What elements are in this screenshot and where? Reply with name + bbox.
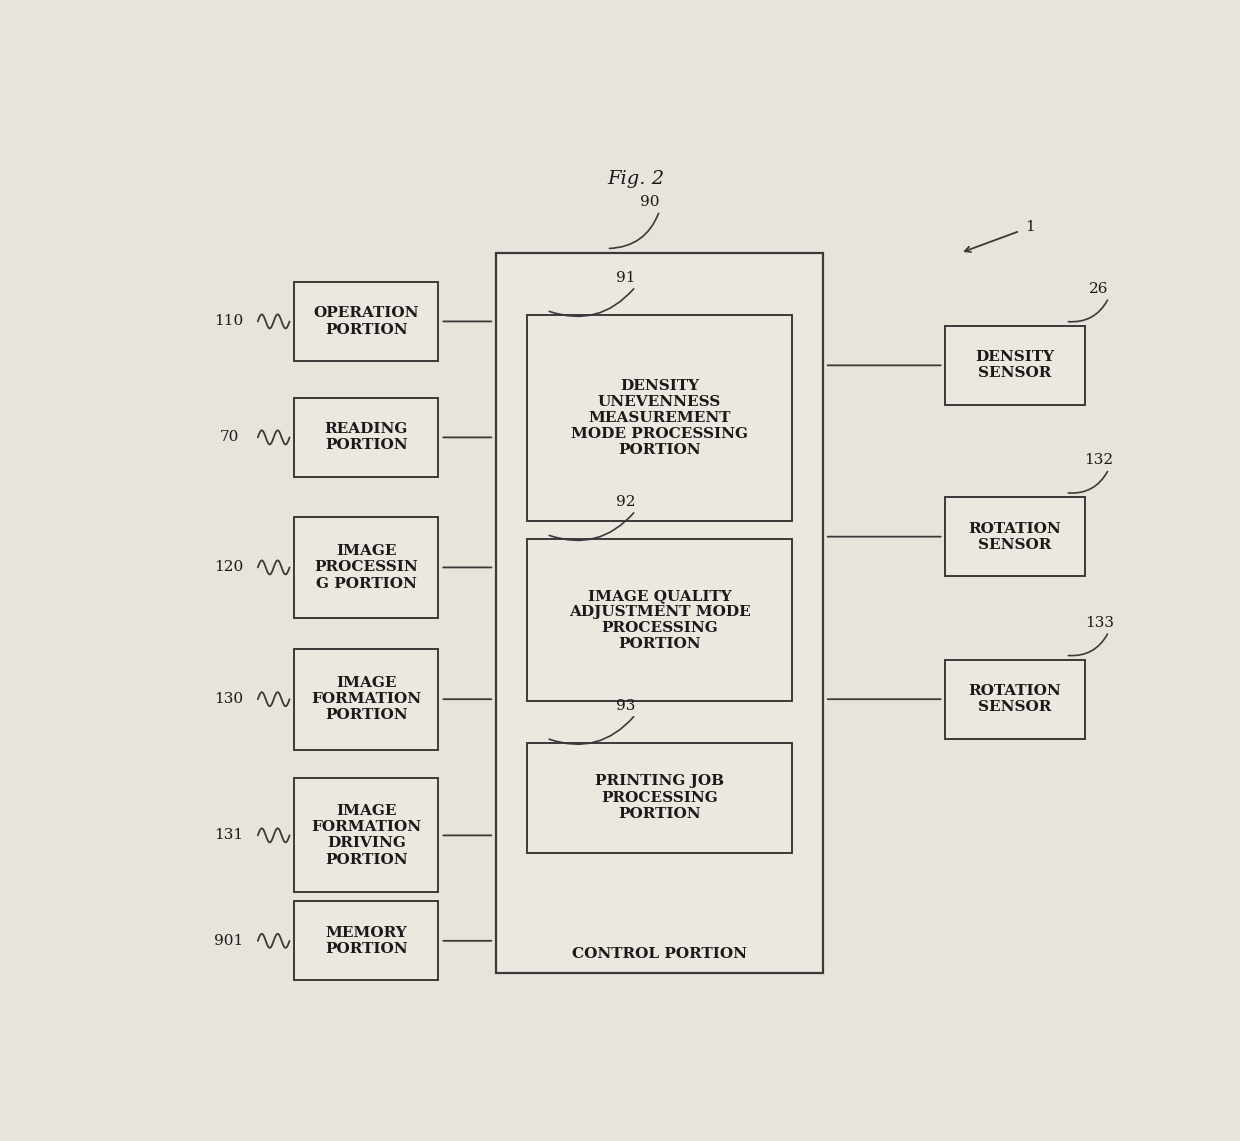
Text: 91: 91	[616, 270, 636, 285]
Text: DENSITY
UNEVENNESS
MEASUREMENT
MODE PROCESSING
PORTION: DENSITY UNEVENNESS MEASUREMENT MODE PROC…	[572, 379, 748, 458]
Bar	[294, 778, 439, 892]
Text: 110: 110	[215, 315, 243, 329]
Text: OPERATION
PORTION: OPERATION PORTION	[314, 306, 419, 337]
Text: 120: 120	[215, 560, 243, 574]
Bar	[294, 398, 439, 477]
Text: IMAGE
FORMATION
DRIVING
PORTION: IMAGE FORMATION DRIVING PORTION	[311, 804, 422, 867]
Text: IMAGE QUALITY
ADJUSTMENT MODE
PROCESSING
PORTION: IMAGE QUALITY ADJUSTMENT MODE PROCESSING…	[569, 589, 750, 652]
Text: ROTATION
SENSOR: ROTATION SENSOR	[968, 685, 1061, 714]
Bar	[527, 315, 791, 521]
Text: DENSITY
SENSOR: DENSITY SENSOR	[976, 350, 1055, 380]
Text: Fig. 2: Fig. 2	[606, 170, 665, 188]
Bar	[527, 743, 791, 852]
Text: 26: 26	[1090, 282, 1109, 296]
Text: 70: 70	[219, 430, 238, 444]
Text: PRINTING JOB
PROCESSING
PORTION: PRINTING JOB PROCESSING PORTION	[595, 775, 724, 820]
Text: 130: 130	[215, 693, 243, 706]
Text: 92: 92	[616, 495, 636, 509]
Text: 1: 1	[1024, 219, 1034, 234]
Text: 133: 133	[1085, 616, 1114, 630]
Text: ROTATION
SENSOR: ROTATION SENSOR	[968, 521, 1061, 552]
Bar	[294, 649, 439, 750]
Text: 90: 90	[640, 195, 660, 209]
Text: 93: 93	[616, 698, 636, 713]
Bar	[945, 659, 1085, 738]
Text: IMAGE
PROCESSIN
G PORTION: IMAGE PROCESSIN G PORTION	[315, 544, 418, 591]
Text: READING
PORTION: READING PORTION	[325, 422, 408, 453]
Bar	[294, 517, 439, 618]
Text: 131: 131	[215, 828, 243, 842]
Bar	[945, 497, 1085, 576]
Text: CONTROL PORTION: CONTROL PORTION	[572, 947, 746, 961]
Text: 132: 132	[1085, 453, 1114, 467]
Text: MEMORY
PORTION: MEMORY PORTION	[325, 925, 408, 956]
Text: 901: 901	[215, 933, 243, 948]
Bar	[945, 326, 1085, 405]
Bar	[527, 539, 791, 702]
Bar	[496, 253, 823, 973]
Bar	[294, 901, 439, 980]
Text: IMAGE
FORMATION
PORTION: IMAGE FORMATION PORTION	[311, 675, 422, 722]
Bar	[294, 282, 439, 361]
